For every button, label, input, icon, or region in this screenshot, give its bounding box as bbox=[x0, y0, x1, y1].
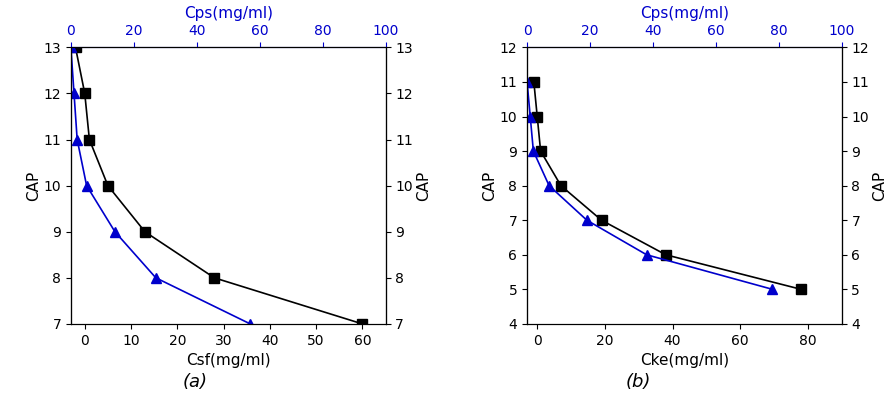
Text: (a): (a) bbox=[183, 373, 207, 391]
X-axis label: Cke(mg/ml): Cke(mg/ml) bbox=[640, 353, 729, 368]
X-axis label: Csf(mg/ml): Csf(mg/ml) bbox=[186, 353, 270, 368]
Y-axis label: CAP: CAP bbox=[26, 171, 41, 201]
Y-axis label: CAP: CAP bbox=[482, 171, 497, 201]
X-axis label: Cps(mg/ml): Cps(mg/ml) bbox=[183, 6, 273, 21]
Text: (b): (b) bbox=[626, 373, 650, 391]
X-axis label: Cps(mg/ml): Cps(mg/ml) bbox=[640, 6, 729, 21]
Y-axis label: CAP: CAP bbox=[872, 171, 886, 201]
Y-axis label: CAP: CAP bbox=[416, 171, 431, 201]
